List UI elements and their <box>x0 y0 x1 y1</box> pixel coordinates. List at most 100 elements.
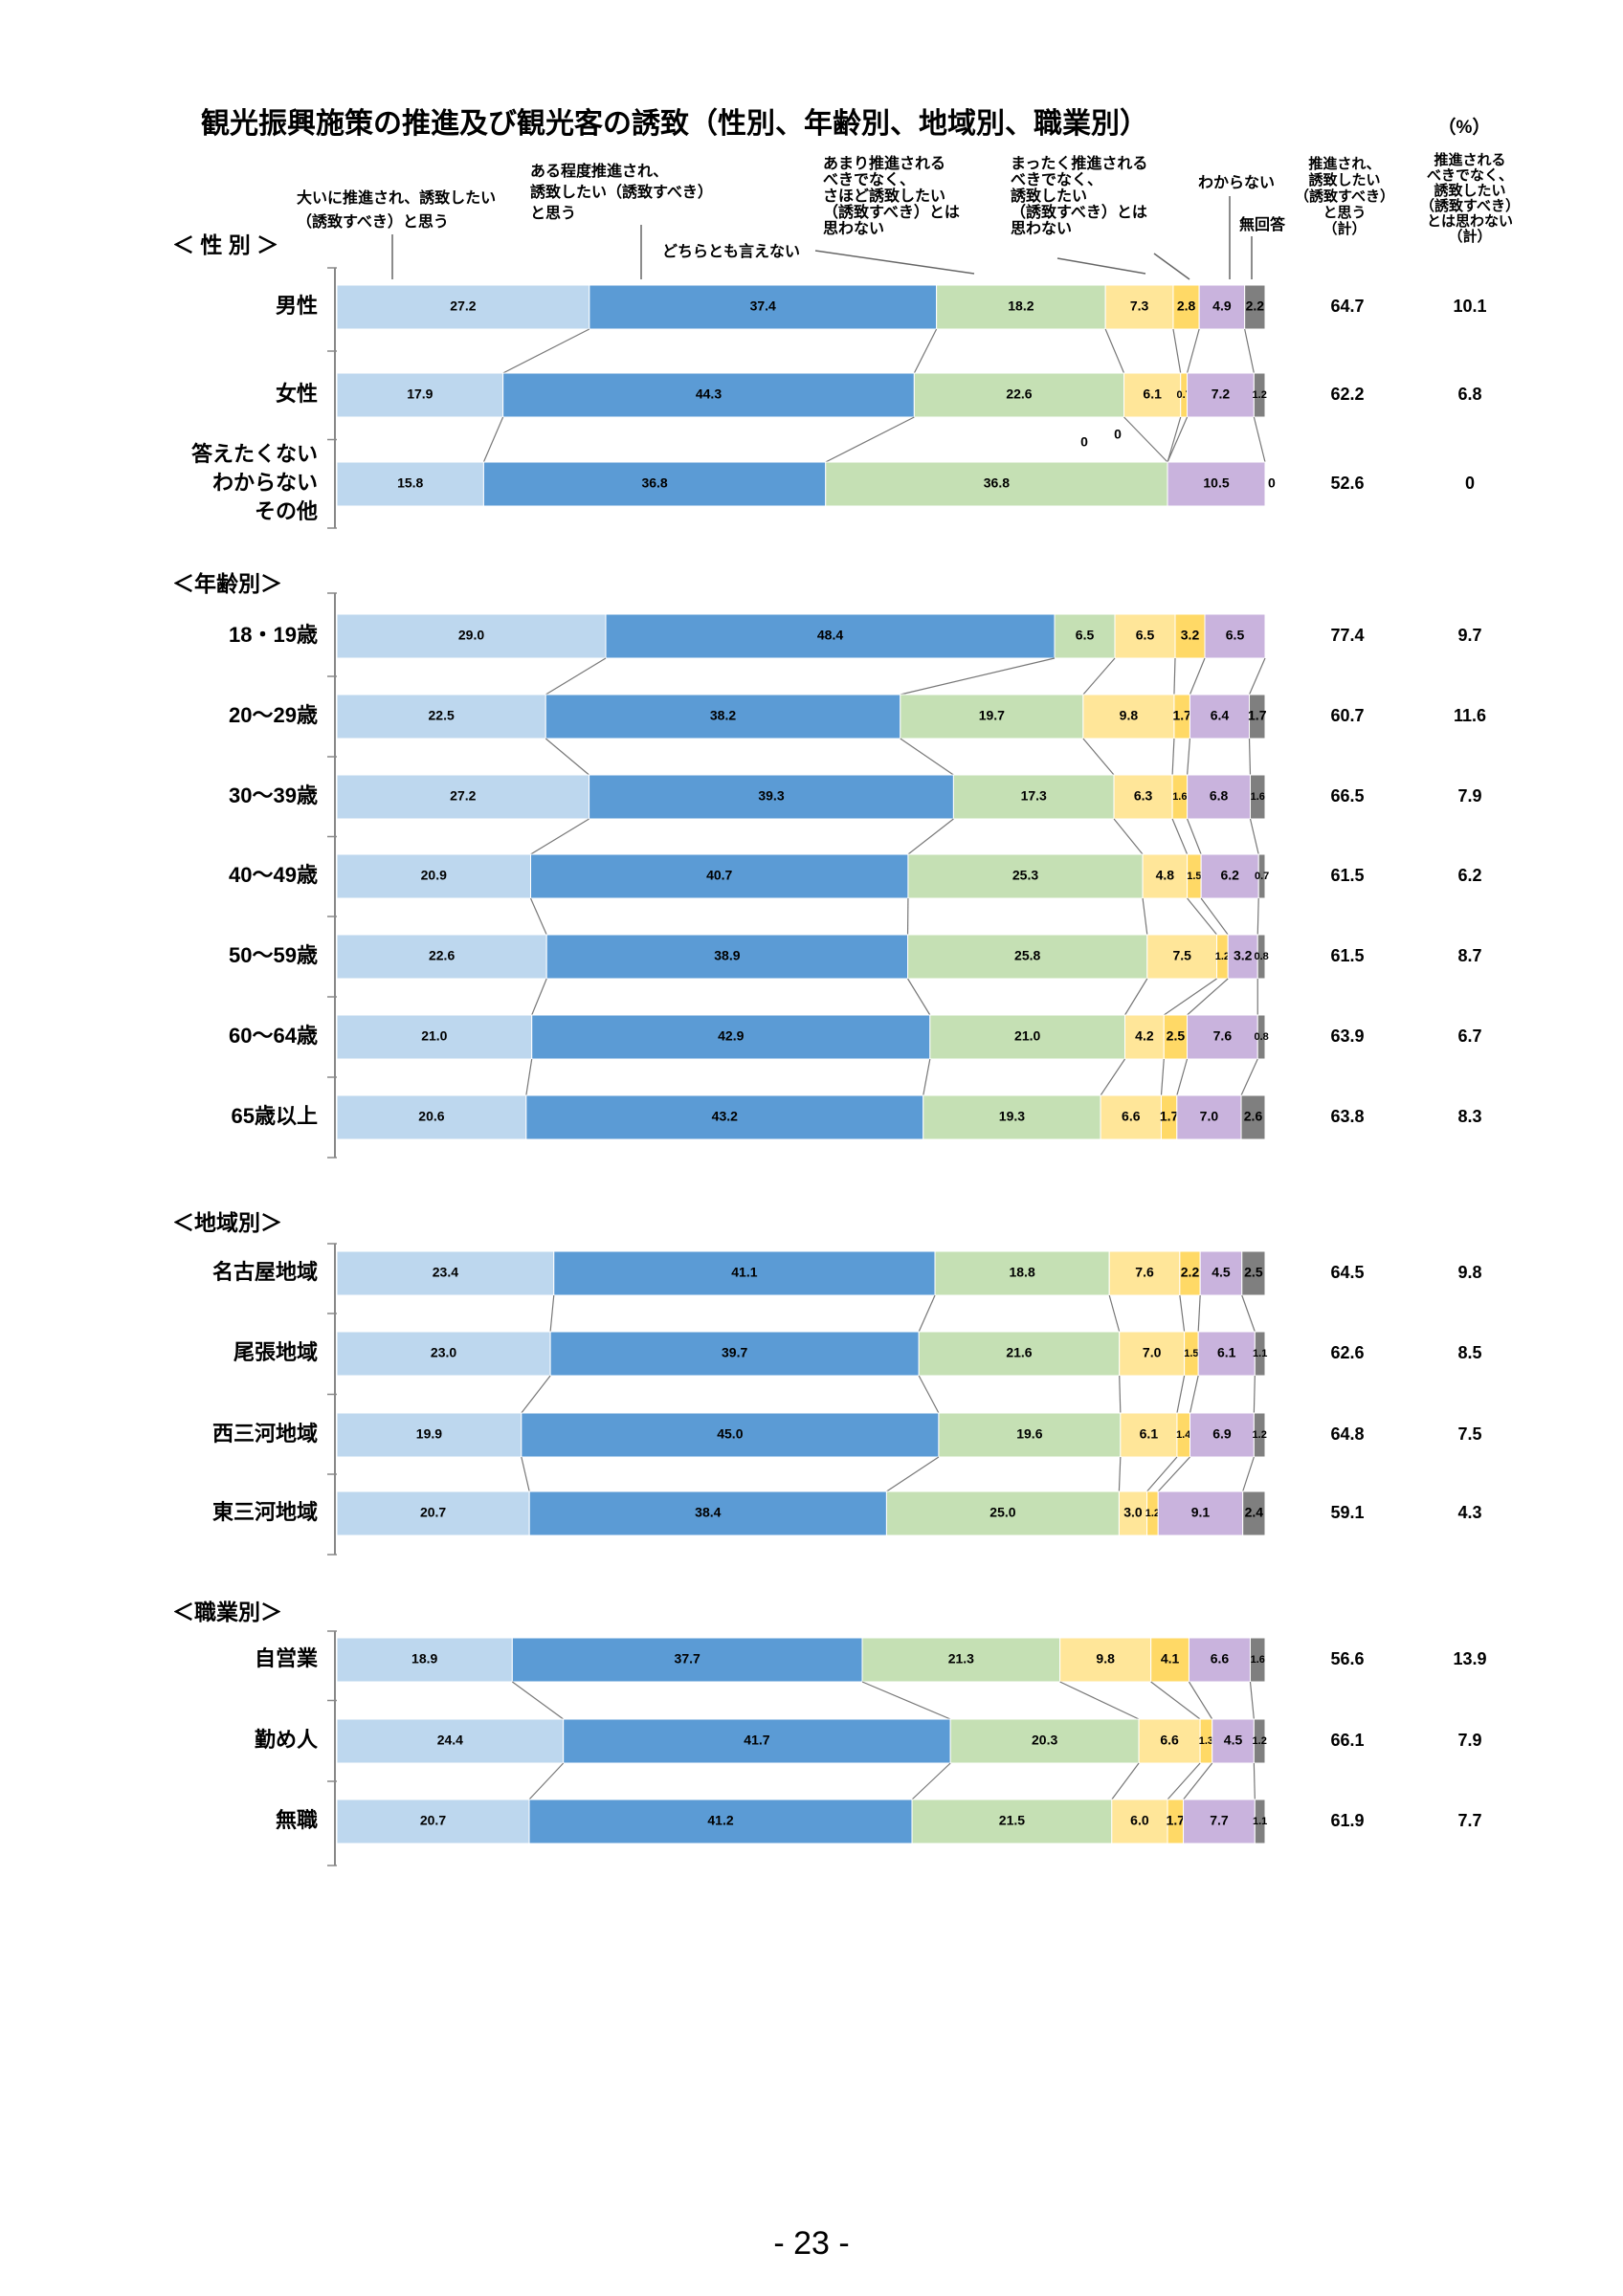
total-yes-value: 66.5 <box>1330 786 1364 806</box>
bar-segment <box>1197 1331 1256 1377</box>
data-label: 20.7 <box>420 1505 446 1520</box>
total-no-value: 6.7 <box>1457 1027 1481 1046</box>
bar-segment <box>336 774 590 820</box>
legend-label: （誘致すべき）とは <box>1011 203 1147 221</box>
category-label: 西三河地域 <box>212 1422 318 1446</box>
legend-label: まったく推進される <box>1011 154 1147 172</box>
data-label: 0.8 <box>1254 1031 1268 1043</box>
bar-segment <box>605 613 1056 659</box>
series-connector-line <box>530 818 589 855</box>
data-label: 0 <box>1080 434 1088 450</box>
chart-title: 観光振興施策の推進及び観光客の誘致（性別、年齢別、地域別、職業別） <box>201 107 1148 140</box>
series-connector-line <box>1189 657 1206 695</box>
bar-segment <box>949 1718 1140 1764</box>
series-connector-line <box>923 1058 931 1096</box>
bar-segment <box>1157 1490 1244 1536</box>
bar-segment <box>531 1014 931 1060</box>
data-label: 20.6 <box>418 1109 444 1124</box>
bar-segment <box>336 1490 530 1536</box>
data-label: 22.5 <box>429 708 455 723</box>
series-connector-line <box>1113 818 1144 855</box>
column-header-yes: と思う <box>1323 205 1366 221</box>
bar-segment <box>1187 774 1251 820</box>
data-label: 20.3 <box>1032 1733 1057 1748</box>
data-label: 2.2 <box>1181 1265 1200 1280</box>
legend-label: あまり推進される <box>823 154 945 172</box>
total-yes-value: 61.5 <box>1330 866 1364 885</box>
legend-label: わからない <box>1198 174 1275 191</box>
data-label: 38.2 <box>710 708 736 723</box>
data-label: 42.9 <box>718 1028 744 1044</box>
total-yes-value: 64.7 <box>1330 297 1364 316</box>
bar-segment <box>1249 1637 1266 1683</box>
data-label: 45.0 <box>717 1426 743 1442</box>
data-label: 19.9 <box>416 1426 442 1442</box>
data-label: 19.6 <box>1016 1426 1042 1442</box>
series-connector-line <box>1253 1375 1256 1414</box>
series-connector-line <box>1256 897 1259 936</box>
data-label: 10.5 <box>1203 475 1229 491</box>
data-label: 4.5 <box>1212 1265 1231 1280</box>
data-label: 1.1 <box>1253 1816 1267 1827</box>
series-connector-line <box>1167 1762 1201 1800</box>
data-label: 18.8 <box>1009 1265 1034 1280</box>
data-label: 19.3 <box>999 1109 1025 1124</box>
bar-segment <box>1172 284 1200 330</box>
series-connector-line <box>1171 818 1189 855</box>
stacked-bar-chart: 観光振興施策の推進及び観光客の誘致（性別、年齢別、地域別、職業別） （%） 大いに推… <box>172 107 1520 1866</box>
series-connector-line <box>1197 1294 1201 1333</box>
series-connector-line <box>521 1375 551 1414</box>
series-connector-line <box>1240 1058 1258 1096</box>
total-no-value: 8.5 <box>1457 1343 1481 1362</box>
data-label: 38.9 <box>714 948 740 963</box>
series-connector-line <box>1189 1375 1199 1414</box>
bar-segment <box>545 934 909 980</box>
data-label: 4.5 <box>1224 1733 1243 1748</box>
total-no-value: 4.3 <box>1457 1503 1481 1522</box>
data-label: 2.5 <box>1167 1028 1186 1044</box>
bar-segment <box>934 1250 1110 1296</box>
page-number: - 23 - <box>773 2225 850 2262</box>
data-label: 4.1 <box>1161 1651 1180 1667</box>
series-connector-line <box>1142 897 1148 936</box>
bar-segment <box>336 1014 533 1060</box>
data-label: 4.8 <box>1156 868 1175 883</box>
legend-callout-line <box>1056 257 1146 275</box>
data-label: 7.2 <box>1212 386 1231 402</box>
data-label: 23.4 <box>433 1265 458 1280</box>
category-label: 40～49歳 <box>229 863 318 887</box>
data-label: 24.4 <box>437 1733 463 1748</box>
data-label: 1.7 <box>1248 708 1267 723</box>
total-yes-value: 64.8 <box>1330 1424 1364 1444</box>
series-connector-line <box>1146 1456 1178 1492</box>
data-label: 37.4 <box>750 298 776 314</box>
category-label: 答えたくない <box>191 442 318 466</box>
bar-segment <box>336 372 504 418</box>
data-label: 41.2 <box>707 1813 733 1828</box>
data-label: 36.8 <box>984 475 1010 491</box>
bar-segment <box>885 1490 1120 1536</box>
data-label: 2.6 <box>1244 1109 1263 1124</box>
total-yes-value: 61.9 <box>1330 1811 1364 1830</box>
bar-segment <box>1244 284 1266 330</box>
series-connector-line <box>511 1681 565 1720</box>
data-label: 21.3 <box>948 1651 974 1667</box>
data-label: 39.7 <box>722 1345 747 1360</box>
legend-label: 誘致したい（誘致すべき） <box>530 183 713 201</box>
bar-segment <box>1120 1412 1178 1458</box>
data-label: 9.8 <box>1096 1651 1115 1667</box>
data-label: 6.1 <box>1217 1345 1236 1360</box>
bar-segment <box>1227 934 1258 980</box>
bar-segment <box>1240 1094 1266 1140</box>
series-connector-line <box>1082 657 1116 695</box>
bar-segment <box>938 1412 1122 1458</box>
category-label: 名古屋地域 <box>212 1260 318 1284</box>
series-connector-line <box>900 738 954 776</box>
series-connector-line <box>1188 1681 1213 1720</box>
series-connector-line <box>549 1294 555 1333</box>
series-connector-line <box>1160 1058 1165 1096</box>
legend-label: 思わない <box>823 220 884 237</box>
data-label: 21.0 <box>1014 1028 1040 1044</box>
data-label: 7.6 <box>1135 1265 1154 1280</box>
data-label: 1.1 <box>1253 1348 1267 1359</box>
